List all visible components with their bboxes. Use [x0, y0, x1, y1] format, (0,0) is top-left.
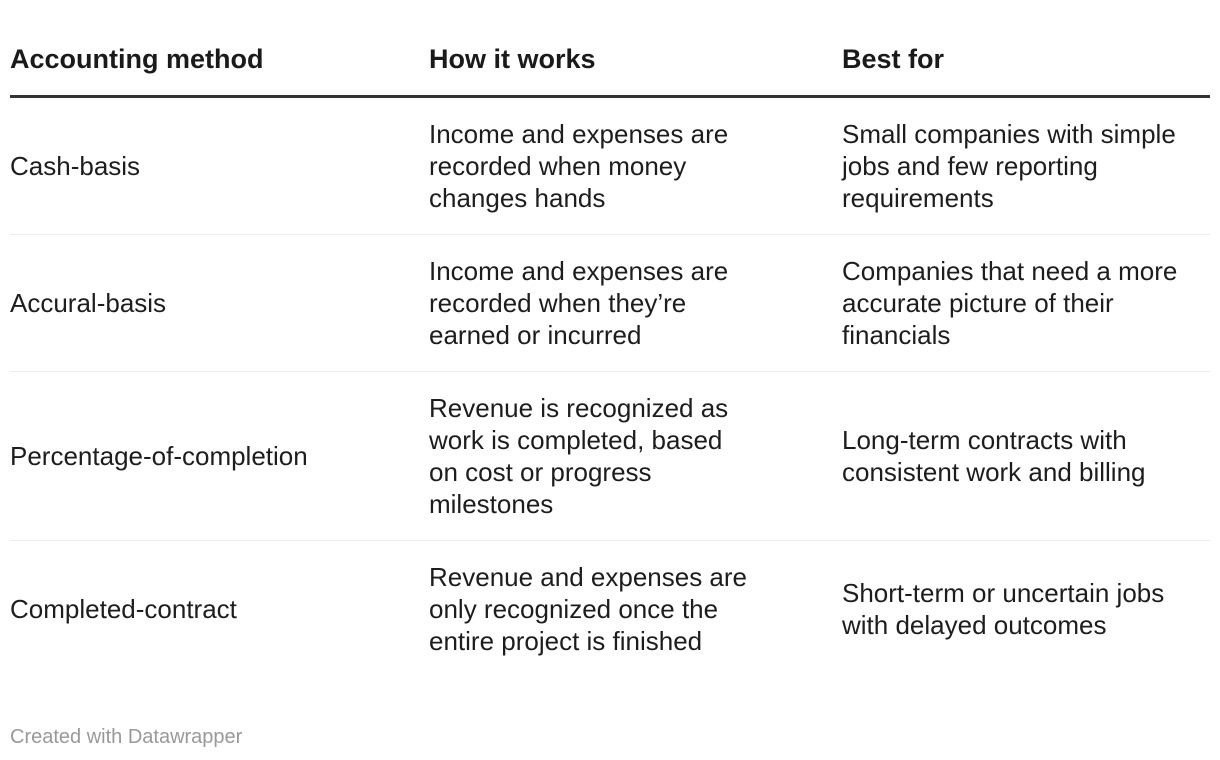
datawrapper-attribution-link[interactable]: Created with Datawrapper: [10, 726, 243, 748]
accounting-methods-table: Accounting method How it works Best for …: [10, 0, 1210, 677]
cell-method: Accural-basis: [10, 234, 429, 372]
cell-best-for: Short-term or uncertain jobs with delaye…: [842, 541, 1210, 678]
cell-method: Completed-contract: [10, 594, 237, 624]
column-header-accounting-method: Accounting method: [10, 0, 429, 98]
column-header-best-for: Best for: [842, 0, 1210, 98]
table-row: Percentage-of-completion Revenue is reco…: [10, 371, 1210, 541]
table-container: Accounting method How it works Best for …: [10, 0, 1210, 677]
table-row: Completed-contract Revenue and expenses …: [10, 541, 1210, 678]
cell-best-for: Small companies with simple jobs and few…: [842, 96, 1210, 235]
table-row: Accural-basis Income and expenses are re…: [10, 234, 1210, 372]
cell-text: Companies that need a more accurate pict…: [842, 256, 1178, 350]
cell-how-it-works: Income and expenses are recorded when th…: [429, 234, 842, 372]
column-header-how-it-works: How it works: [429, 0, 842, 98]
cell-method: Cash-basis: [10, 96, 429, 235]
cell-how-it-works: Revenue and expenses are only recognized…: [429, 541, 842, 678]
cell-text: Short-term or uncertain jobs with delaye…: [842, 578, 1165, 640]
cell-text: Income and expenses are recorded when th…: [429, 256, 729, 350]
cell-best-for: Long-term contracts with consistent work…: [842, 371, 1210, 541]
cell-how-it-works: Revenue is recognized as work is complet…: [429, 371, 842, 541]
cell-text: Revenue and expenses are only recognized…: [429, 562, 748, 656]
table-header-row: Accounting method How it works Best for: [10, 0, 1210, 98]
cell-method: Percentage-of-completion: [10, 371, 429, 541]
cell-how-it-works: Income and expenses are recorded when mo…: [429, 96, 842, 235]
cell-text: Revenue is recognized as work is complet…: [429, 393, 729, 519]
table-row: Cash-basis Income and expenses are recor…: [10, 96, 1210, 235]
cell-best-for: Companies that need a more accurate pict…: [842, 234, 1210, 372]
cell-text: Small companies with simple jobs and few…: [842, 119, 1176, 213]
cell-text: Long-term contracts with consistent work…: [842, 425, 1146, 487]
cell-text: Income and expenses are recorded when mo…: [429, 119, 729, 213]
